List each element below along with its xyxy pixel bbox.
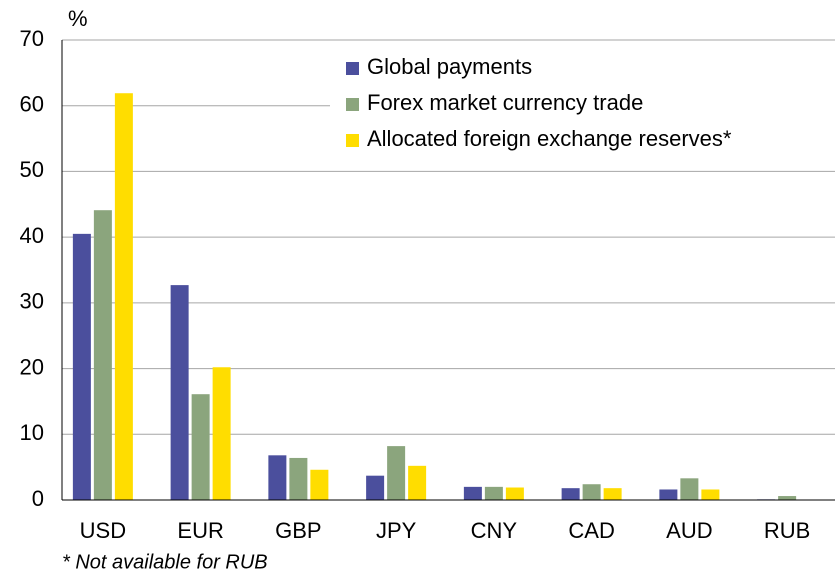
bar: [268, 455, 287, 500]
footnote: * Not available for RUB: [62, 551, 268, 573]
x-tick-label: CAD: [568, 518, 614, 543]
legend-swatch: [346, 98, 359, 111]
legend-label: Forex market currency trade: [367, 90, 643, 115]
x-tick-label: CNY: [471, 518, 518, 543]
y-axis-label: %: [68, 6, 88, 31]
y-tick-label: 40: [20, 223, 44, 248]
y-tick-label: 70: [20, 26, 44, 51]
legend-label: Global payments: [367, 54, 532, 79]
bar: [408, 465, 427, 500]
bar: [701, 489, 720, 500]
x-tick-label: USD: [80, 518, 126, 543]
y-tick-label: 10: [20, 420, 44, 445]
bar: [310, 469, 329, 500]
bar: [680, 478, 699, 500]
y-tick-label: 20: [20, 354, 44, 379]
bar: [561, 488, 580, 500]
bar: [191, 394, 210, 500]
x-tick-label: RUB: [764, 518, 810, 543]
bar: [114, 93, 133, 500]
legend-label: Allocated foreign exchange reserves*: [367, 126, 732, 151]
bar: [659, 489, 678, 500]
bar: [582, 484, 601, 500]
bar: [387, 446, 406, 500]
x-tick-label: GBP: [275, 518, 321, 543]
y-tick-label: 0: [32, 486, 44, 511]
y-tick-label: 30: [20, 289, 44, 314]
bars: [72, 93, 797, 500]
bar: [778, 496, 797, 500]
legend: Global payments Forex market currency tra…: [330, 46, 835, 160]
bar: [366, 475, 385, 500]
grid: [62, 39, 835, 501]
bar: [72, 233, 91, 500]
legend-swatch: [346, 134, 359, 147]
bar: [603, 488, 622, 500]
x-tick-label: EUR: [177, 518, 223, 543]
bar: [463, 486, 482, 500]
bar: [93, 210, 112, 500]
bar: [505, 487, 524, 500]
bar: [212, 367, 231, 500]
y-tick-label: 60: [20, 92, 44, 117]
bar: [484, 486, 503, 500]
legend-swatch: [346, 62, 359, 75]
x-tick-label: JPY: [376, 518, 417, 543]
bar: [289, 457, 308, 500]
x-tick-label: AUD: [666, 518, 712, 543]
legend-box: [330, 46, 835, 160]
y-tick-label: 50: [20, 157, 44, 182]
bar: [170, 285, 189, 500]
